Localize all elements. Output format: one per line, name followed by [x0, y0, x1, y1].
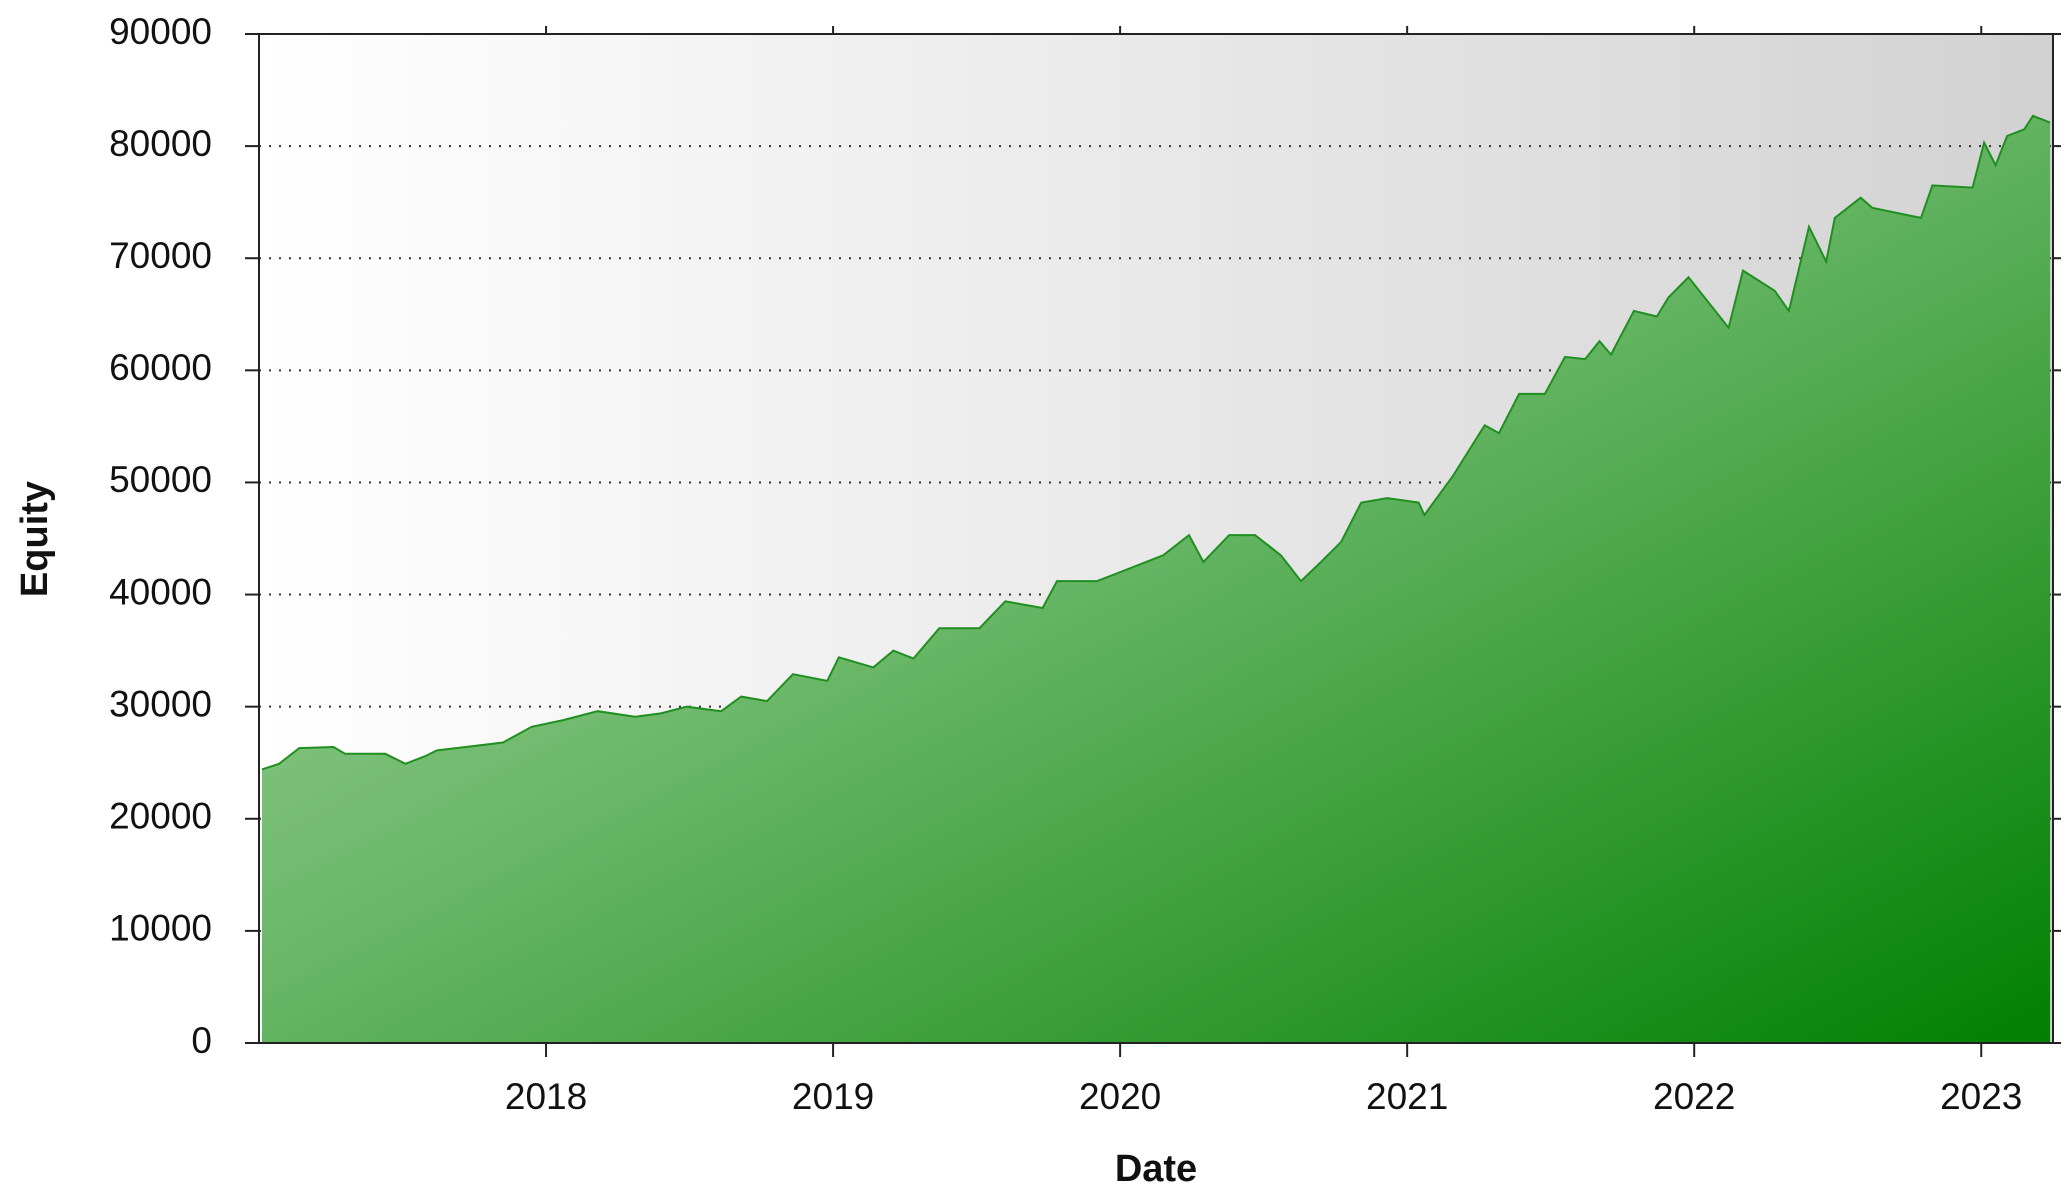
x-tick-label: 2020: [1079, 1076, 1161, 1117]
y-tick-label: 40000: [109, 571, 212, 612]
y-tick-label: 80000: [109, 123, 212, 164]
y-tick-label: 0: [191, 1020, 212, 1061]
y-tick-label: 60000: [109, 347, 212, 388]
x-axis-title: Date: [1115, 1148, 1197, 1190]
x-tick-label: 2018: [505, 1076, 587, 1117]
y-tick-label: 50000: [109, 459, 212, 500]
x-tick-label: 2022: [1653, 1076, 1735, 1117]
area: [261, 115, 2051, 1044]
y-tick-label: 20000: [109, 796, 212, 837]
plot-frame: [258, 33, 2054, 1044]
y-tick-label: 70000: [109, 235, 212, 276]
y-tick-label: 10000: [109, 908, 212, 949]
x-tick-label: 2023: [1940, 1076, 2022, 1117]
y-tick-label: 30000: [109, 683, 212, 724]
x-tick-label: 2019: [792, 1076, 874, 1117]
y-axis-title: Equity: [14, 481, 56, 597]
y-tick-label: 90000: [109, 11, 212, 52]
line: [261, 114, 2051, 771]
x-tick-label: 2021: [1366, 1076, 1448, 1117]
